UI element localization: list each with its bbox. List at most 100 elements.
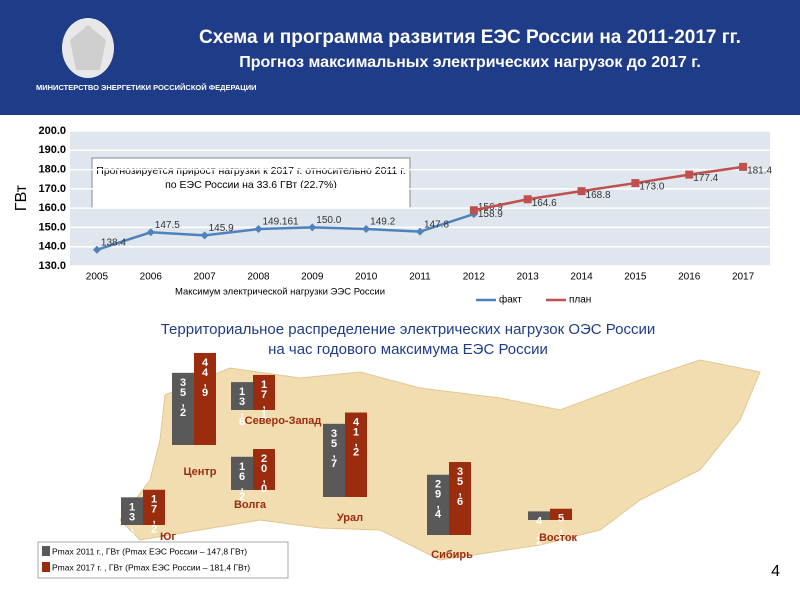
x-tick-label: 2012 [463,272,486,283]
bar-label: 16,2 [236,461,248,501]
bar-label: 35,2 [177,377,189,417]
bar-label: 41,2 [350,417,362,457]
bar [231,456,253,490]
point [200,231,209,240]
data-label: 181.4 [747,166,772,177]
point [577,187,586,196]
point [416,227,424,236]
point [308,223,317,232]
bar-label: 4,2 [533,515,545,545]
legend-swatch [42,562,50,572]
point [146,228,155,237]
x-tick-label: 2016 [678,272,701,283]
bar-label: 13,5 [126,501,138,541]
bar-label: 35,6 [454,466,466,506]
bar [194,352,216,445]
bar [172,372,194,445]
bar [323,423,345,497]
bar-label: 20,0 [258,453,270,493]
x-tick-label: 2011 [409,272,431,283]
legend-swatch [42,546,50,556]
map-title-line: Территориальное распределение электричес… [161,321,656,338]
x-tick-label: 2017 [732,272,755,283]
legend-box [37,541,289,579]
logo [62,18,114,78]
bar-label: 17,1 [258,379,270,419]
page-number: 4 [771,563,780,580]
series-line [473,165,744,212]
annotation-text: Прогнозируется прирост нагрузки к 2017 г… [96,165,406,191]
y-tick-label: 130.0 [38,260,66,272]
ministry: МИНИСТЕРСТВО ЭНЕРГЕТИКИ РОССИЙСКОЙ ФЕДЕР… [36,83,257,92]
region-label: Сибирь [431,549,473,561]
region-label: Волга [234,499,267,511]
y-tick-label: 190.0 [38,144,66,156]
data-label: 168.8 [586,190,611,201]
bar [427,474,449,535]
bar-label: 44,9 [199,357,211,397]
data-label: 177.4 [693,173,718,184]
point [254,225,263,234]
legend-label: факт [499,294,522,306]
region-label: Северо-Запад [245,415,322,427]
region-label: Юг [160,531,176,543]
map [119,359,761,561]
subtitle: Прогноз максимальных электрических нагру… [239,54,701,71]
region-label: Урал [337,512,363,524]
bar [253,374,275,410]
bar-label: 5,5 [555,513,567,543]
bar-label: 29,4 [432,479,444,519]
x-tick-label: 2015 [624,272,647,283]
bar [345,412,367,497]
point [362,224,371,233]
bar [528,511,550,520]
data-label: 147.8 [424,219,449,230]
data-label: 138.4 [101,237,126,248]
x-tick-label: 2007 [193,272,216,283]
bar [449,462,471,535]
bar [231,382,253,410]
bar [143,489,165,525]
bar-label: 35,7 [328,428,340,468]
bar [121,497,143,525]
data-label: 145.9 [209,223,234,234]
annotation: Прогнозируется прирост нагрузки к 2017 г… [96,165,406,191]
region-label: Центр [183,466,216,478]
data-label: 149.161 [262,217,299,228]
x-tick-label: 2005 [86,272,109,283]
point [92,245,101,254]
point [469,206,478,215]
data-label: 158.9 [478,209,503,220]
y-tick-label: 150.0 [38,221,66,233]
annotation-box [91,157,411,209]
bar-label: 13,6 [236,386,248,426]
y-tick-label: 160.0 [38,202,66,214]
bar-label: 17,2 [148,494,160,534]
y-axis-label: ГВт [13,184,30,211]
point [739,162,748,171]
x-tick-label: 2008 [247,272,270,283]
y-tick-label: 170.0 [38,183,66,195]
region-label: Восток [539,532,578,544]
bar [253,449,275,490]
bar [550,508,572,520]
x-tick-label: 2013 [517,272,540,283]
x-axis-label: Максимум электрической нагрузки ЭЭС Росс… [175,287,385,298]
y-tick-label: 180.0 [38,163,66,175]
map-title: Территориальное распределение электричес… [161,321,656,358]
point [523,195,532,204]
map-title-line: на час годового максимума ЕЭС России [268,341,548,358]
data-label: 164.6 [532,198,557,209]
x-tick-label: 2014 [570,272,593,283]
data-label: 147.5 [155,220,180,231]
data-label: 150.0 [316,215,341,226]
y-tick-label: 140.0 [38,241,66,253]
y-tick-label: 200.0 [38,125,66,137]
header-band [0,0,800,115]
point [685,170,694,179]
x-tick-label: 2006 [140,272,163,283]
data-label: 173.0 [639,182,664,193]
legend-label: план [569,295,591,306]
series-line [96,212,475,251]
data-label: 149.2 [370,217,395,228]
